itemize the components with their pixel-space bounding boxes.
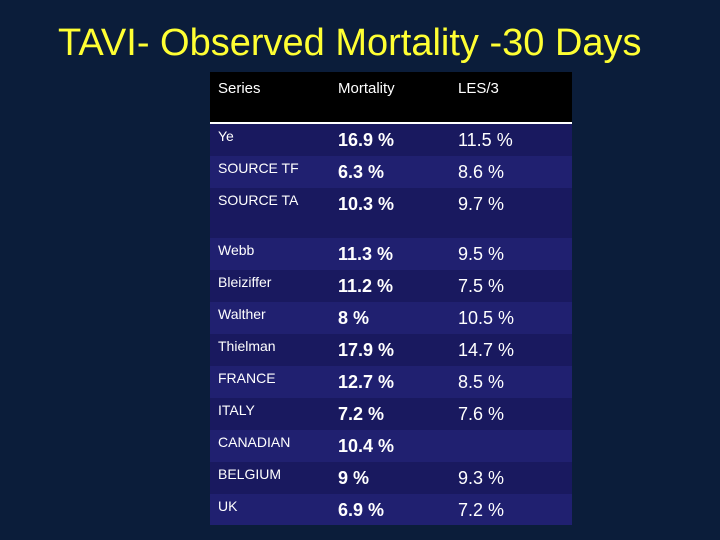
slide-title: TAVI- Observed Mortality -30 Days bbox=[58, 22, 642, 64]
cell-mortality: 16.9 % bbox=[338, 130, 395, 150]
cell-les: 10.5 % bbox=[458, 308, 515, 328]
table-row: FRANCE 12.7 % 8.5 % bbox=[210, 366, 572, 398]
mortality-table: Series Mortality LES/3 Ye 16.9 % 11.5 % … bbox=[210, 72, 572, 525]
table-row: Webb 11.3 % 9.5 % bbox=[210, 238, 572, 270]
cell-les: 7.5 % bbox=[458, 276, 505, 296]
cell-series: ITALY bbox=[218, 402, 255, 418]
cell-series: UK bbox=[218, 498, 238, 514]
cell-series: FRANCE bbox=[218, 370, 276, 386]
cell-les: 7.2 % bbox=[458, 500, 505, 520]
header-series: Series bbox=[218, 80, 261, 97]
header-les: LES/3 bbox=[458, 80, 499, 97]
table-header: Series Mortality LES/3 bbox=[210, 72, 572, 124]
cell-series: Bleiziffer bbox=[218, 274, 272, 290]
cell-les: 9.5 % bbox=[458, 244, 505, 264]
header-mortality: Mortality bbox=[338, 80, 395, 97]
cell-les: 14.7 % bbox=[458, 340, 515, 360]
cell-series: Walther bbox=[218, 306, 266, 322]
table-row: BELGIUM 9 % 9.3 % bbox=[210, 462, 572, 494]
cell-series: Webb bbox=[218, 242, 255, 258]
table-row: SOURCE TF 6.3 % 8.6 % bbox=[210, 156, 572, 188]
table-row: ITALY 7.2 % 7.6 % bbox=[210, 398, 572, 430]
cell-mortality: 6.9 % bbox=[338, 500, 385, 520]
cell-mortality: 17.9 % bbox=[338, 340, 395, 360]
cell-mortality: 6.3 % bbox=[338, 162, 385, 182]
cell-mortality: 9 % bbox=[338, 468, 370, 488]
table-row: UK 6.9 % 7.2 % bbox=[210, 494, 572, 525]
cell-mortality: 11.3 % bbox=[338, 244, 394, 264]
table-body: Ye 16.9 % 11.5 % SOURCE TF 6.3 % 8.6 % S… bbox=[210, 124, 572, 525]
cell-series: BELGIUM bbox=[218, 466, 282, 482]
cell-les: 7.6 % bbox=[458, 404, 505, 424]
cell-les: 8.5 % bbox=[458, 372, 505, 392]
table-row: Bleiziffer 11.2 % 7.5 % bbox=[210, 270, 572, 302]
cell-mortality: 11.2 % bbox=[338, 276, 394, 296]
cell-series: Thielman bbox=[218, 338, 276, 354]
cell-series: CANADIAN bbox=[218, 434, 291, 450]
cell-les: 8.6 % bbox=[458, 162, 505, 182]
cell-les: 11.5 % bbox=[458, 130, 513, 150]
table-row: CANADIAN 10.4 % bbox=[210, 430, 572, 462]
cell-mortality: 10.4 % bbox=[338, 436, 395, 456]
cell-series: SOURCE TA bbox=[218, 192, 299, 208]
cell-mortality: 12.7 % bbox=[338, 372, 395, 392]
cell-series: SOURCE TF bbox=[218, 160, 299, 176]
table-row: Thielman 17.9 % 14.7 % bbox=[210, 334, 572, 366]
table-row: Ye 16.9 % 11.5 % bbox=[210, 124, 572, 156]
cell-les: 9.3 % bbox=[458, 468, 505, 488]
cell-series: Ye bbox=[218, 128, 234, 144]
cell-les: 9.7 % bbox=[458, 194, 505, 214]
cell-mortality: 8 % bbox=[338, 308, 370, 328]
table-row: Walther 8 % 10.5 % bbox=[210, 302, 572, 334]
cell-mortality: 7.2 % bbox=[338, 404, 385, 424]
table-row: SOURCE TA 10.3 % 9.7 % bbox=[210, 188, 572, 238]
cell-mortality: 10.3 % bbox=[338, 194, 395, 214]
